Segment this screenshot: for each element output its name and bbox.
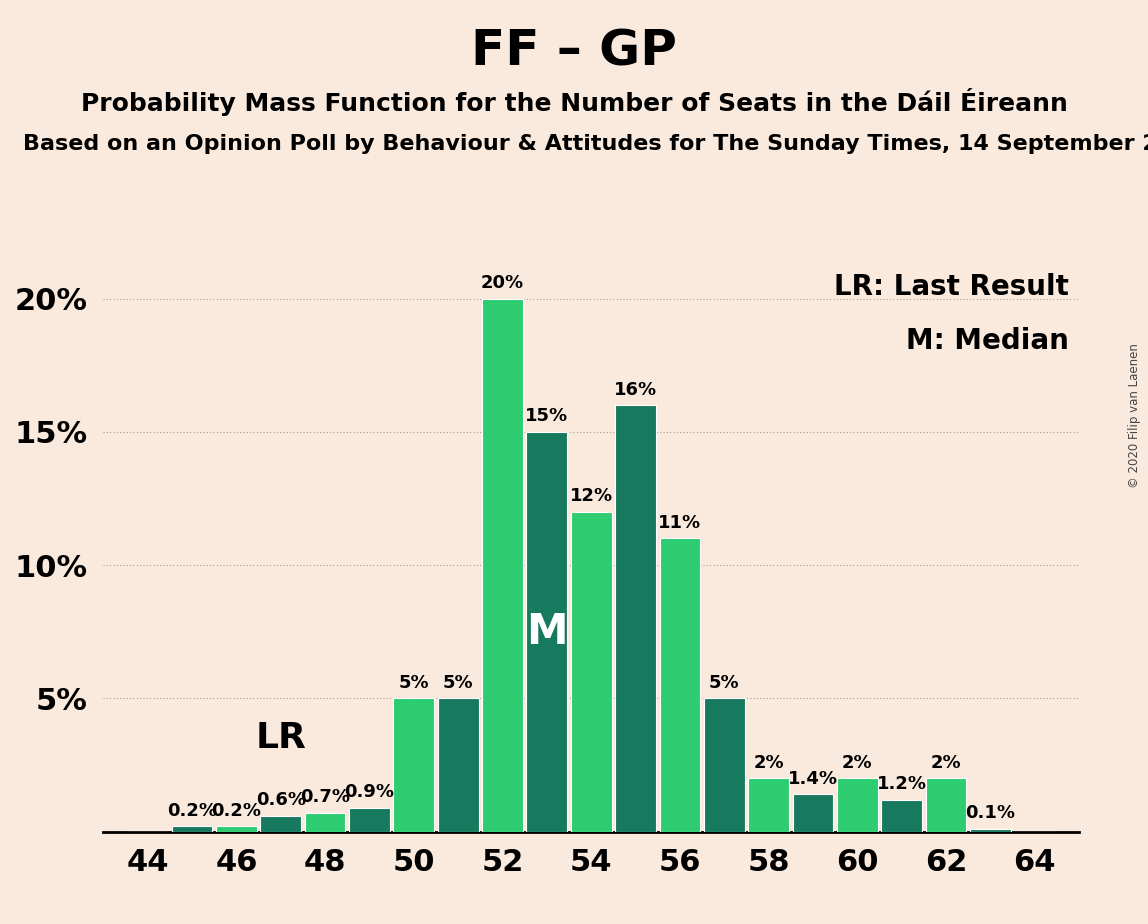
Bar: [748, 778, 789, 832]
Text: © 2020 Filip van Laenen: © 2020 Filip van Laenen: [1127, 344, 1141, 488]
Text: 2%: 2%: [841, 754, 872, 772]
Text: 0.7%: 0.7%: [300, 788, 350, 807]
Text: 0.1%: 0.1%: [965, 804, 1016, 822]
Bar: [571, 512, 612, 832]
Bar: [882, 799, 922, 832]
Text: FF – GP: FF – GP: [471, 28, 677, 76]
Text: 5%: 5%: [709, 674, 739, 692]
Text: 5%: 5%: [443, 674, 473, 692]
Bar: [261, 816, 301, 832]
Bar: [349, 808, 390, 832]
Bar: [394, 699, 434, 832]
Bar: [171, 826, 212, 832]
Text: 0.2%: 0.2%: [166, 802, 217, 820]
Text: 0.6%: 0.6%: [256, 791, 305, 808]
Text: 16%: 16%: [614, 381, 657, 398]
Text: 5%: 5%: [398, 674, 429, 692]
Text: 11%: 11%: [658, 514, 701, 532]
Bar: [527, 432, 567, 832]
Bar: [482, 298, 522, 832]
Bar: [216, 826, 257, 832]
Text: 2%: 2%: [753, 754, 784, 772]
Text: 1.4%: 1.4%: [788, 770, 838, 787]
Text: LR: LR: [255, 722, 307, 755]
Text: 1.2%: 1.2%: [877, 775, 926, 793]
Bar: [792, 795, 833, 832]
Bar: [437, 699, 479, 832]
Text: 2%: 2%: [931, 754, 961, 772]
Text: Probability Mass Function for the Number of Seats in the Dáil Éireann: Probability Mass Function for the Number…: [80, 88, 1068, 116]
Text: 15%: 15%: [526, 407, 568, 425]
Bar: [704, 699, 745, 832]
Text: 0.9%: 0.9%: [344, 783, 395, 801]
Bar: [659, 539, 700, 832]
Bar: [837, 778, 878, 832]
Bar: [970, 829, 1010, 832]
Text: 12%: 12%: [569, 487, 613, 505]
Text: Based on an Opinion Poll by Behaviour & Attitudes for The Sunday Times, 14 Septe: Based on an Opinion Poll by Behaviour & …: [23, 134, 1148, 154]
Text: 20%: 20%: [481, 274, 525, 292]
Bar: [304, 813, 346, 832]
Text: 0.2%: 0.2%: [211, 802, 262, 820]
Bar: [615, 406, 656, 832]
Bar: [925, 778, 967, 832]
Text: M: Median: M: Median: [907, 327, 1069, 356]
Text: M: M: [526, 611, 567, 652]
Text: LR: Last Result: LR: Last Result: [835, 274, 1069, 301]
